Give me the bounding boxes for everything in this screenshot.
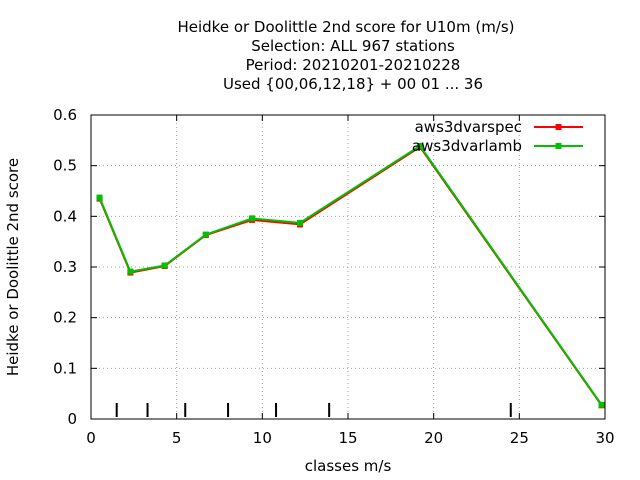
series-point-aws3dvarlamb xyxy=(416,142,423,149)
series-point-aws3dvarlamb xyxy=(96,194,103,201)
y-tick-label: 0.1 xyxy=(53,359,77,377)
grid-lines xyxy=(91,115,605,419)
series-point-aws3dvarlamb xyxy=(598,401,605,408)
x-tick-label: 0 xyxy=(86,429,96,447)
x-tick-label: 5 xyxy=(172,429,182,447)
class-markers xyxy=(115,403,512,417)
x-tick-label: 30 xyxy=(595,429,614,447)
x-tick-label: 25 xyxy=(510,429,529,447)
x-axis: 0 5 10 15 20 25 30 xyxy=(86,115,615,447)
title-line-3: Period: 20210201-20210228 xyxy=(246,56,461,74)
x-tick-label: 15 xyxy=(338,429,357,447)
series-point-aws3dvarlamb xyxy=(127,268,134,275)
x-tick-label: 10 xyxy=(253,429,272,447)
legend-label-aws3dvarspec: aws3dvarspec xyxy=(415,118,522,136)
y-tick-label: 0.6 xyxy=(53,106,77,124)
series-layer xyxy=(96,142,605,409)
legend-marker-aws3dvarlamb xyxy=(555,143,562,149)
series-point-aws3dvarlamb xyxy=(161,262,168,269)
series-line-aws3dvarspec xyxy=(98,145,603,406)
y-tick-label: 0.3 xyxy=(53,258,77,276)
chart-title: Heidke or Doolittle 2nd score for U10m (… xyxy=(177,18,514,93)
title-line-4: Used {00,06,12,18} + 00 01 ... 36 xyxy=(223,75,483,93)
legend-label-aws3dvarlamb: aws3dvarlamb xyxy=(412,137,522,155)
series-point-aws3dvarlamb xyxy=(202,231,209,238)
y-axis-label: Heidke or Doolittle 2nd score xyxy=(4,158,22,376)
y-tick-label: 0.2 xyxy=(53,309,77,327)
x-axis-label: classes m/s xyxy=(305,457,392,475)
x-tick-label: 20 xyxy=(424,429,443,447)
series-point-aws3dvarlamb xyxy=(297,219,304,226)
y-tick-label: 0.5 xyxy=(53,157,77,175)
title-line-1: Heidke or Doolittle 2nd score for U10m (… xyxy=(177,18,514,36)
y-tick-label: 0 xyxy=(67,410,77,428)
legend-marker-aws3dvarspec xyxy=(555,124,562,130)
y-tick-label: 0.4 xyxy=(53,207,77,225)
series-point-aws3dvarlamb xyxy=(249,215,256,222)
title-line-2: Selection: ALL 967 stations xyxy=(251,37,455,55)
y-axis: 0 0.1 0.2 0.3 0.4 0.5 0.6 xyxy=(53,106,605,428)
series-line-aws3dvarlamb xyxy=(98,144,603,406)
